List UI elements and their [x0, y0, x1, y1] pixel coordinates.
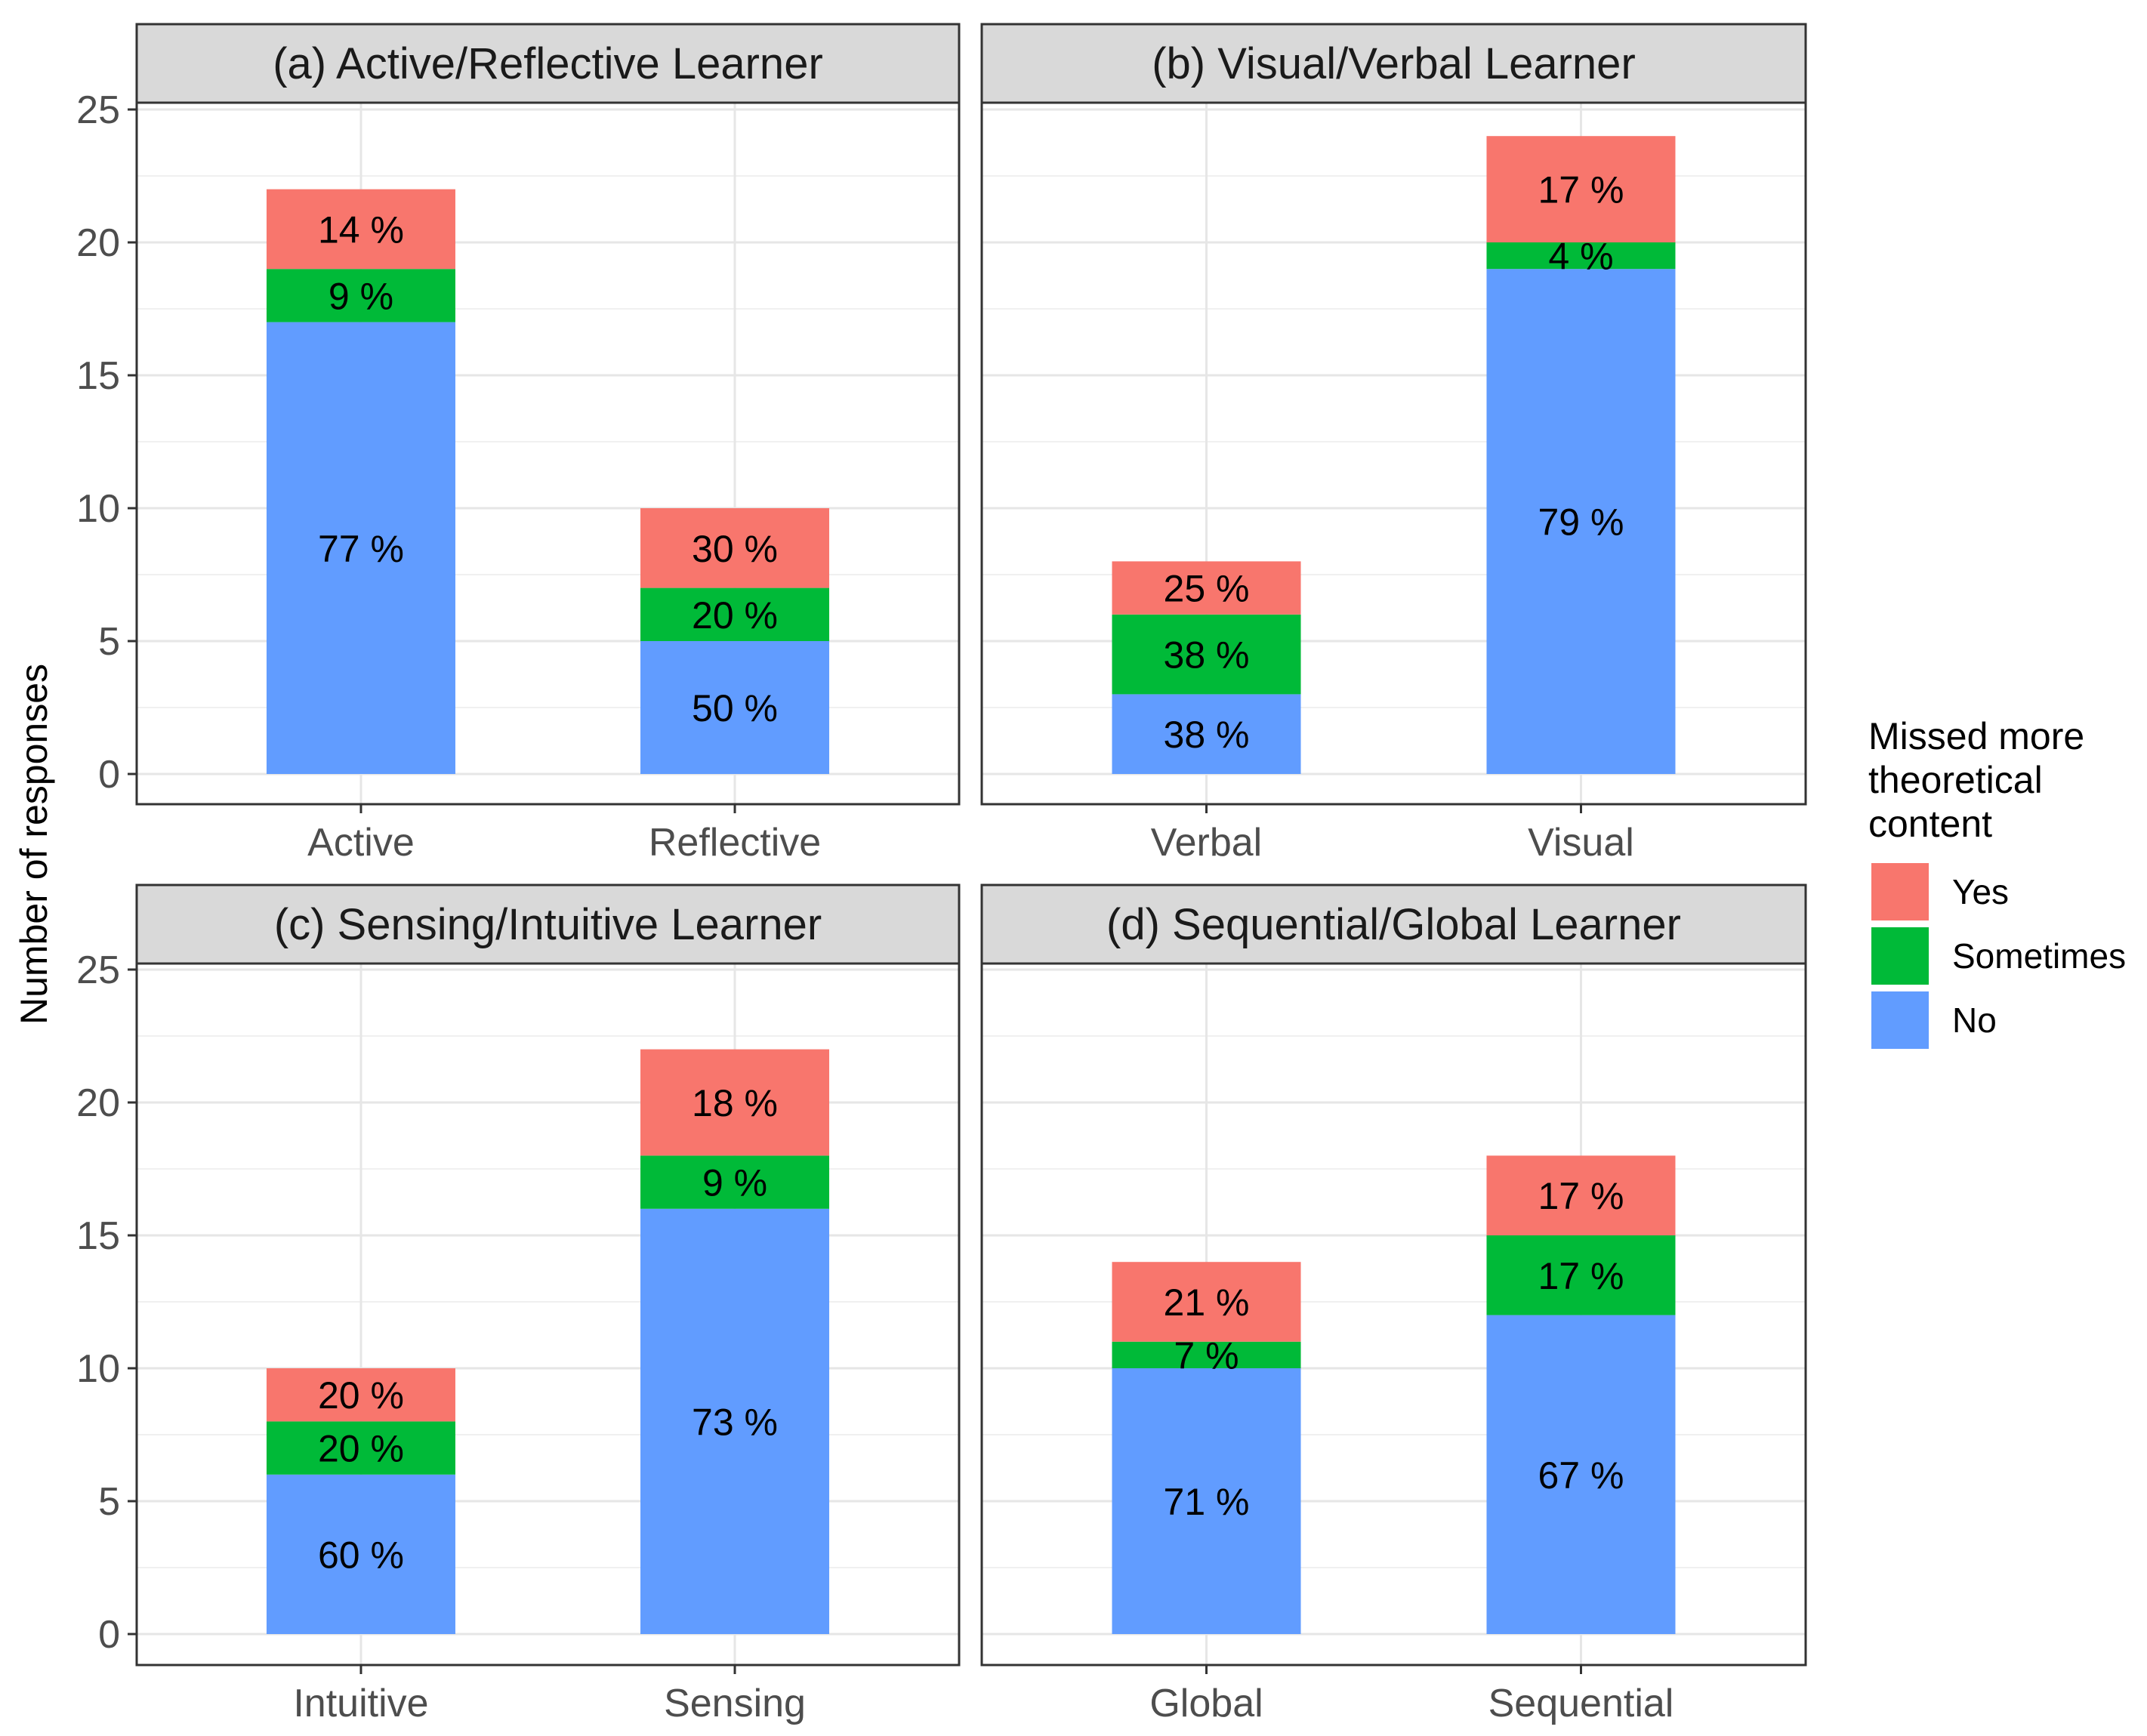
bar-sequential-no [1486, 1315, 1676, 1634]
data-label-sequential-yes: 17 % [1538, 1175, 1624, 1217]
data-label-verbal-no: 38 % [1164, 714, 1250, 756]
x-tick-label-sensing: Sensing [664, 1682, 806, 1725]
panel-strip [980, 23, 1807, 104]
legend-key-sometimes [1871, 927, 1929, 985]
y-tick-label: 15 [76, 1214, 120, 1258]
bar-reflective-no [640, 641, 830, 774]
bar-sequential-sometimes [1486, 1235, 1676, 1315]
legend-label-yes: Yes [1952, 872, 2009, 911]
bar-intuitive-yes [266, 1368, 455, 1422]
bar-intuitive-no [266, 1474, 455, 1634]
legend-title-line: Missed more [1868, 715, 2084, 757]
bar-global-yes [1112, 1262, 1301, 1342]
panel-border [980, 962, 1807, 1667]
legend-key-no [1871, 991, 1929, 1049]
y-tick-label: 15 [76, 354, 120, 398]
bar-active-sometimes [266, 269, 455, 322]
x-tick-label-reflective: Reflective [649, 821, 821, 865]
bar-verbal-no [1112, 694, 1301, 774]
data-label-intuitive-no: 60 % [318, 1534, 404, 1576]
bar-reflective-yes [640, 508, 830, 588]
bar-sensing-yes [640, 1049, 830, 1156]
y-tick-label: 0 [98, 1613, 120, 1657]
data-label-sensing-no: 73 % [692, 1401, 778, 1443]
bar-sequential-yes [1486, 1155, 1676, 1235]
data-label-active-no: 77 % [318, 528, 404, 570]
panel-title: (d) Sequential/Global Learner [1106, 900, 1681, 949]
data-label-intuitive-yes: 20 % [318, 1374, 404, 1417]
y-tick-label: 5 [98, 620, 120, 664]
bar-verbal-sometimes [1112, 614, 1301, 695]
bar-global-sometimes [1112, 1341, 1301, 1368]
bar-sensing-sometimes [640, 1155, 830, 1209]
bar-global-no [1112, 1368, 1301, 1634]
data-label-sequential-no: 67 % [1538, 1454, 1624, 1497]
data-label-active-yes: 14 % [318, 208, 404, 251]
bar-visual-yes [1486, 136, 1676, 242]
x-tick-label-global: Global [1149, 1682, 1263, 1725]
y-tick-label: 10 [76, 487, 120, 531]
x-tick-label-sequential: Sequential [1488, 1682, 1674, 1725]
plot-background [137, 103, 959, 804]
panel-title: (a) Active/Reflective Learner [273, 39, 823, 88]
data-label-global-sometimes: 7 % [1174, 1334, 1239, 1377]
bar-sensing-no [640, 1208, 830, 1634]
panel-border [135, 101, 961, 806]
data-label-visual-no: 79 % [1538, 501, 1624, 544]
data-label-sensing-sometimes: 9 % [702, 1162, 767, 1204]
legend-key-yes [1871, 863, 1929, 920]
data-label-reflective-yes: 30 % [692, 528, 778, 570]
panel-b-visual-verbal-learner: (b) Visual/Verbal Learner 38 % 38 % 25 % 79 … [980, 23, 1807, 865]
bar-reflective-sometimes [640, 587, 830, 641]
bar-visual-no [1486, 269, 1676, 774]
plot-background [982, 964, 1806, 1665]
data-label-sequential-sometimes: 17 % [1538, 1255, 1624, 1297]
y-tick-label: 5 [98, 1480, 120, 1524]
y-tick-label: 20 [76, 1081, 120, 1125]
panel-c-sensing-intuitive-learner: (c) Sensing/Intuitive Learner 60 % 20 % 20 … [76, 883, 961, 1725]
x-tick-label-intuitive: Intuitive [293, 1682, 428, 1725]
data-label-global-no: 71 % [1164, 1481, 1250, 1523]
panel-strip [135, 23, 961, 104]
x-tick-label-verbal: Verbal [1151, 821, 1262, 865]
y-tick-label: 10 [76, 1347, 120, 1391]
data-label-verbal-sometimes: 38 % [1164, 634, 1250, 677]
plot-background [137, 964, 959, 1665]
y-axis-title: Number of responses [13, 664, 55, 1025]
data-label-global-yes: 21 % [1164, 1281, 1250, 1324]
panel-title: (c) Sensing/Intuitive Learner [274, 900, 822, 949]
panel-d-sequential-global-learner: (d) Sequential/Global Learner 71 % 7 % 21 %… [980, 883, 1807, 1725]
bar-visual-sometimes [1486, 242, 1676, 270]
y-tick-label: 25 [76, 88, 120, 132]
data-label-intuitive-sometimes: 20 % [318, 1428, 404, 1470]
data-label-sensing-yes: 18 % [692, 1082, 778, 1124]
legend-label-no: No [1952, 1001, 1997, 1040]
panel-border [980, 101, 1807, 806]
data-label-active-sometimes: 9 % [329, 275, 393, 317]
y-tick-label: 25 [76, 948, 120, 992]
panel-strip [980, 883, 1807, 965]
bar-active-no [266, 322, 455, 775]
data-label-visual-yes: 17 % [1538, 169, 1624, 211]
data-label-verbal-yes: 25 % [1164, 568, 1250, 610]
data-label-reflective-sometimes: 20 % [692, 594, 778, 637]
plot-background [982, 103, 1806, 804]
y-tick-label: 20 [76, 221, 120, 265]
bar-intuitive-sometimes [266, 1421, 455, 1475]
bar-verbal-yes [1112, 561, 1301, 615]
x-tick-label-active: Active [307, 821, 415, 865]
x-tick-label-visual: Visual [1528, 821, 1634, 865]
data-label-reflective-no: 50 % [692, 687, 778, 729]
legend-label-sometimes: Sometimes [1952, 936, 2126, 976]
panel-border [135, 962, 961, 1667]
legend-title-line: theoretical [1868, 759, 2043, 801]
panel-a-active-reflective-learner: (a) Active/Reflective Learner 77 % 9 % 14 %… [76, 23, 961, 865]
legend-title-line: content [1868, 803, 1992, 845]
y-tick-label: 0 [98, 753, 120, 797]
data-label-visual-sometimes: 4 % [1548, 236, 1613, 278]
panel-title: (b) Visual/Verbal Learner [1152, 39, 1636, 88]
bar-active-yes [266, 189, 455, 270]
